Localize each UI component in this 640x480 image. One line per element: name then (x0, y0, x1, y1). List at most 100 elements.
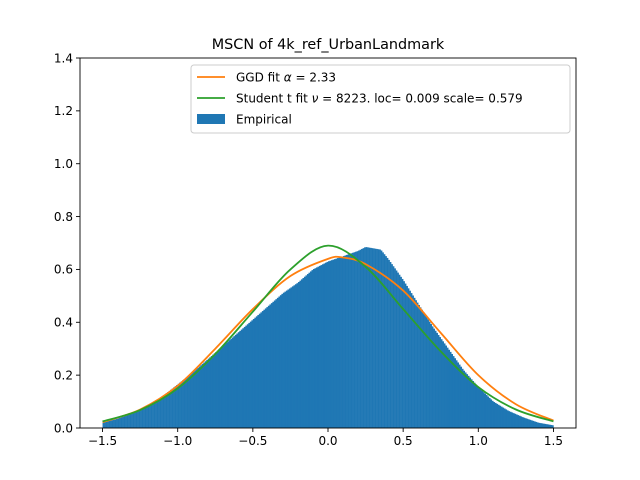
histogram-bar (243, 326, 246, 428)
histogram-bar (242, 328, 245, 428)
histogram-bar (518, 415, 521, 428)
legend: GGD fit α = 2.33 Student t fit ν = 8223. … (190, 64, 571, 134)
histogram-bar (425, 316, 428, 428)
histogram-bar (224, 344, 227, 428)
histogram-bar (428, 321, 431, 428)
histogram-bar (508, 411, 511, 428)
histogram-bar (527, 419, 530, 428)
histogram-bar (260, 312, 263, 428)
histogram-bar (494, 402, 497, 428)
histogram-bar (344, 255, 347, 428)
histogram-bar (156, 399, 159, 428)
y-tick-label: 1.0 (54, 157, 73, 171)
histogram-bar (132, 413, 135, 428)
histogram-bar (300, 279, 303, 428)
histogram-bar (361, 248, 363, 428)
histogram-bar (326, 261, 329, 428)
histogram-bar (299, 280, 302, 428)
histogram-bar (212, 354, 215, 428)
series-line (102, 244, 554, 423)
histogram-bar (231, 337, 234, 428)
histogram-bar (233, 336, 236, 428)
histogram-bar (281, 293, 284, 428)
histogram-bar (129, 414, 132, 428)
histogram-bar (442, 341, 444, 428)
histogram-bar (119, 417, 121, 428)
histogram-bar (550, 424, 553, 428)
histogram-bar (541, 423, 544, 428)
histogram-bar (367, 247, 369, 428)
histogram-bar (473, 382, 476, 428)
histogram-bar (114, 419, 117, 428)
histogram-bar (117, 418, 120, 428)
y-tick-label: 0.2 (54, 368, 73, 382)
histogram-bar (376, 248, 378, 428)
histogram-bar (368, 247, 371, 428)
histogram-bar (517, 415, 520, 428)
histogram-bar (415, 300, 417, 428)
legend-label: Student t fit ν = 8223. loc= 0.009 scale… (236, 92, 523, 106)
histogram-bar (273, 300, 276, 428)
histogram-bar (355, 251, 357, 428)
histogram-bar (216, 350, 219, 428)
histogram-bar (164, 394, 166, 428)
histogram-bar (309, 271, 312, 428)
histogram-bar (533, 421, 536, 428)
histogram-bar (131, 413, 133, 428)
histogram-bar (324, 262, 327, 428)
histogram-bar (364, 247, 366, 428)
histogram-bar (303, 276, 306, 428)
histogram-bar (547, 424, 550, 428)
histogram-bar (362, 248, 365, 428)
histogram-bar (424, 314, 426, 428)
histogram-bar (472, 381, 475, 428)
series-line (102, 255, 554, 424)
histogram-bar (356, 251, 359, 428)
histogram-bar (314, 268, 317, 428)
histogram-bar (401, 278, 404, 428)
histogram-bar (122, 416, 124, 428)
histogram-bar (110, 420, 112, 428)
histogram-bar (343, 255, 345, 428)
histogram-bar (173, 387, 175, 428)
histogram-bar (200, 365, 202, 428)
histogram-bar (350, 253, 353, 428)
histogram-bar (391, 264, 393, 428)
histogram-bar (551, 425, 554, 428)
histogram-bar (126, 415, 129, 428)
histogram-bar (263, 309, 266, 428)
histogram-bar (371, 248, 374, 428)
histogram-bar (532, 420, 535, 428)
histogram-bar (195, 369, 198, 428)
histogram-bar (493, 402, 496, 428)
histogram-bar (176, 384, 178, 428)
histogram-bar (272, 301, 275, 428)
histogram-bar (539, 423, 542, 428)
legend-label: GGD fit α = 2.33 (236, 71, 336, 85)
histogram-bar (246, 324, 249, 428)
histogram-bar (102, 422, 105, 428)
histogram-bar (514, 413, 517, 428)
histogram-bar (434, 330, 437, 428)
histogram-bar (171, 388, 174, 428)
histogram-bar (413, 297, 416, 428)
histogram-bar (107, 421, 109, 428)
histogram-bar (228, 340, 231, 428)
histogram-bar (422, 312, 425, 428)
histogram-bar (476, 386, 479, 428)
histogram-bar (111, 420, 114, 428)
histogram-bar (320, 265, 323, 428)
histogram-bar (222, 345, 225, 428)
histogram-bar (167, 392, 169, 428)
histogram-bar (406, 285, 408, 428)
histogram-bar (177, 383, 180, 428)
histogram-bar (430, 324, 432, 428)
histogram-bar (538, 422, 541, 428)
histogram-bar (383, 254, 386, 428)
histogram-bar (144, 406, 147, 428)
x-tick-label: 0.5 (394, 434, 413, 448)
histogram-bar (197, 367, 199, 428)
chart-title: MSCN of 4k_ref_UrbanLandmark (212, 37, 445, 53)
histogram-bar (467, 375, 470, 428)
histogram-bar (150, 403, 153, 428)
